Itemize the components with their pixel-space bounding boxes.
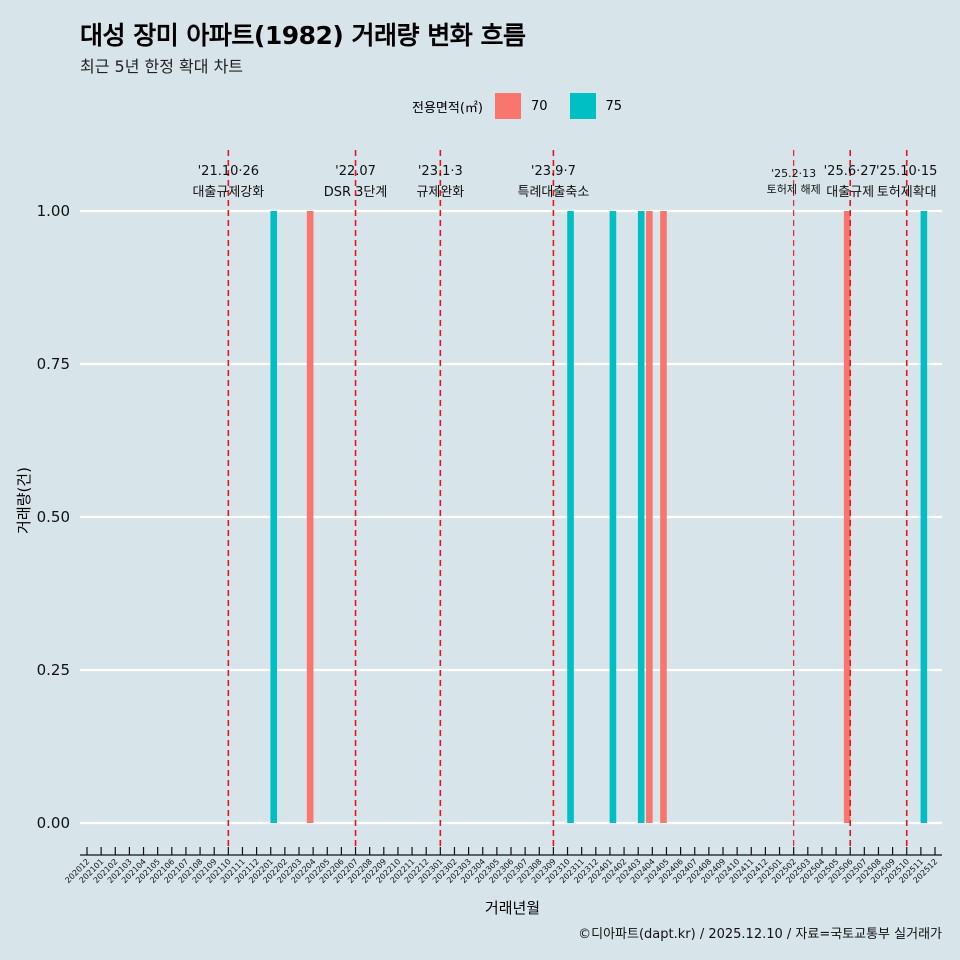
event-label: 대출규제강화 <box>192 185 264 200</box>
legend-swatch-75 <box>569 93 596 119</box>
y-tick-label: 0.00 <box>37 814 70 832</box>
event-date: '25.10·15 <box>876 164 937 179</box>
legend: 전용면적(㎡) 70 75 <box>412 93 622 119</box>
bar-70-202204 <box>306 211 314 823</box>
event-label: 토허제확대 <box>877 185 937 200</box>
bar-75-202201 <box>270 211 278 823</box>
legend-label-75: 75 <box>605 98 623 114</box>
caption: ©디아파트(dapt.kr) / 2025.12.10 / 자료=국토교통부 실… <box>578 927 942 942</box>
legend-title: 전용면적(㎡) <box>412 100 483 116</box>
chart-subtitle: 최근 5년 한정 확대 차트 <box>80 57 244 76</box>
event-label: 특례대출축소 <box>518 185 590 200</box>
event-date: '25.2·13 <box>771 167 816 180</box>
event-date: '23.1·3 <box>418 164 463 179</box>
bar-75-202511 <box>920 211 928 823</box>
chart-title: 대성 장미 아파트(1982) 거래량 변화 흐름 <box>80 21 526 50</box>
event-label: 토허제 해제 <box>767 182 821 196</box>
event-label: 대출규제 <box>826 185 874 200</box>
event-label: DSR 3단계 <box>324 185 388 200</box>
event-label: 규제완화 <box>416 185 464 200</box>
bar-70-202506 <box>843 211 851 823</box>
event-date: '22.07 <box>335 164 376 179</box>
y-axis-label: 거래량(건) <box>14 467 33 534</box>
event-date: '23.9·7 <box>531 164 576 179</box>
bar-75-202401 <box>609 211 617 823</box>
bar-75-202403 <box>637 211 645 823</box>
legend-swatch-70 <box>494 93 521 119</box>
legend-label-70: 70 <box>530 98 548 114</box>
bar-70-202405 <box>660 211 667 823</box>
y-tick-label: 0.50 <box>37 508 70 526</box>
bar-70-202404 <box>646 211 653 823</box>
y-tick-label: 0.75 <box>37 355 70 373</box>
bar-75-202310 <box>567 211 574 823</box>
x-axis-label: 거래년월 <box>484 899 541 917</box>
event-date: '21.10·26 <box>198 164 259 179</box>
y-tick-label: 0.25 <box>37 661 70 679</box>
y-tick-label: 1.00 <box>37 202 70 220</box>
event-date: '25.6·27 <box>824 164 877 179</box>
